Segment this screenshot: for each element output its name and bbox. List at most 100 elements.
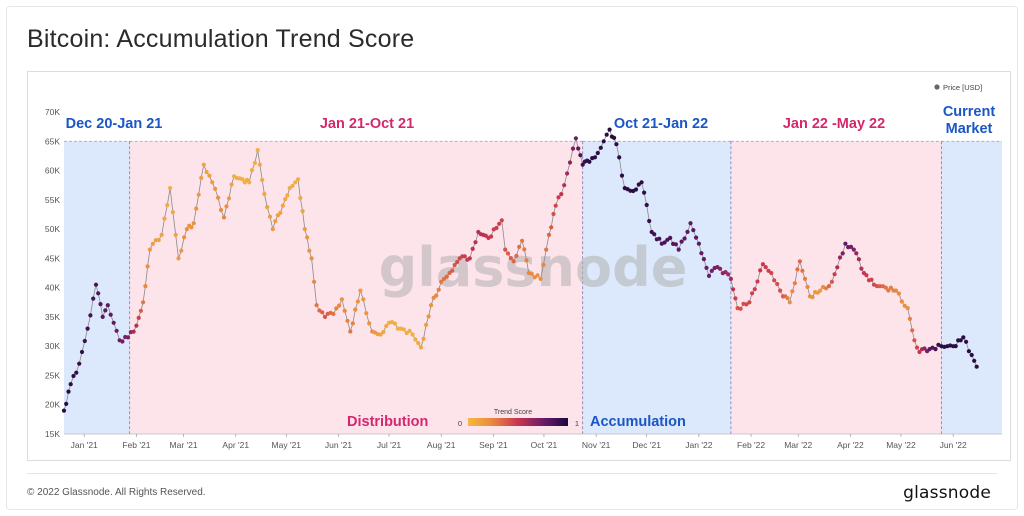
price-point [283, 197, 288, 202]
price-point [452, 262, 457, 268]
price-point [578, 153, 583, 158]
price-point [755, 279, 760, 284]
price-point [511, 259, 516, 264]
price-point [562, 183, 567, 188]
price-point [441, 276, 447, 281]
price-point [194, 206, 199, 211]
legend-label: Price [USD] [943, 83, 982, 92]
watermark: glassnode [379, 236, 688, 299]
price-point [529, 271, 534, 276]
price-point [407, 328, 412, 333]
price-point [210, 180, 215, 185]
price-point [280, 203, 285, 208]
price-point [499, 218, 504, 223]
price-point [601, 139, 606, 144]
price-point [851, 247, 856, 252]
price-point [541, 262, 546, 267]
price-point [580, 162, 585, 167]
price-point [922, 346, 927, 351]
price-point [961, 335, 966, 340]
price-point [802, 276, 808, 281]
price-point [436, 287, 441, 292]
price-point [134, 323, 139, 328]
price-point [790, 289, 795, 294]
price-point [775, 281, 780, 287]
price-point [189, 225, 194, 230]
price-point [249, 168, 255, 173]
price-point [933, 347, 938, 352]
price-point [953, 344, 958, 349]
price-point [421, 336, 426, 341]
price-point [138, 308, 143, 313]
price-point [974, 364, 979, 369]
price-point [182, 235, 187, 240]
price-point [704, 265, 709, 270]
price-point [342, 308, 347, 313]
price-point [358, 288, 363, 293]
price-point [257, 162, 262, 167]
price-point [334, 306, 339, 311]
chart-area: glassnode 15K 20K 25K 30K 35K 40K 45K 50K 55K 60K 6… [27, 71, 1011, 461]
price-point [694, 235, 699, 240]
price-point [508, 256, 513, 261]
price-point [503, 247, 508, 252]
period-label-2: Oct 21-Jan 22 [614, 116, 708, 132]
x-tick-label: Sep '21 [479, 440, 508, 450]
price-point [207, 173, 212, 178]
price-point [345, 318, 350, 323]
price-point [772, 278, 777, 283]
price-point [156, 237, 161, 243]
price-point [859, 266, 864, 271]
y-tick-label: 70K [45, 107, 60, 117]
price-point [77, 361, 82, 366]
price-point [296, 177, 301, 182]
y-tick-label: 55K [45, 195, 60, 205]
period-band-3 [730, 141, 942, 434]
price-point [450, 268, 455, 273]
price-point [896, 291, 902, 296]
price-point [758, 268, 763, 273]
price-point [312, 279, 317, 284]
price-point [162, 216, 167, 221]
price-point [141, 300, 146, 305]
glassnode-logo[interactable]: glassnode [903, 483, 991, 503]
price-point [98, 302, 103, 307]
legend-marker [934, 84, 940, 90]
price-point [74, 370, 79, 375]
price-point [797, 259, 803, 264]
price-point [111, 320, 116, 325]
y-tick-label: 50K [45, 224, 60, 234]
price-point [71, 373, 76, 379]
price-point [514, 253, 519, 258]
price-point [785, 296, 790, 301]
price-point [350, 321, 355, 326]
price-point [255, 148, 260, 153]
accumulation-annotation: Accumulation [590, 414, 686, 430]
price-point [320, 310, 325, 315]
price-point [125, 335, 131, 340]
price-point [718, 266, 723, 271]
price-point [691, 228, 696, 233]
x-tick-label: Aug '21 [427, 440, 456, 450]
price-point [497, 221, 502, 226]
price-point [105, 303, 110, 308]
price-point [404, 330, 409, 336]
price-point [381, 329, 386, 335]
x-tick-label: Nov '21 [582, 440, 611, 450]
price-point [877, 284, 883, 289]
price-point [314, 303, 319, 308]
price-point [910, 328, 915, 333]
copyright-text: © 2022 Glassnode. All Rights Reserved. [27, 487, 206, 498]
price-point [682, 236, 687, 241]
price-point [685, 229, 690, 234]
price-point [854, 251, 859, 256]
price-point [958, 338, 963, 343]
price-point [176, 256, 181, 261]
price-point [520, 238, 525, 243]
price-point [165, 203, 170, 208]
y-tick-label: 15K [45, 429, 60, 439]
price-point [598, 145, 603, 150]
price-point [191, 221, 196, 226]
price-point [642, 190, 647, 195]
price-point [143, 284, 148, 289]
